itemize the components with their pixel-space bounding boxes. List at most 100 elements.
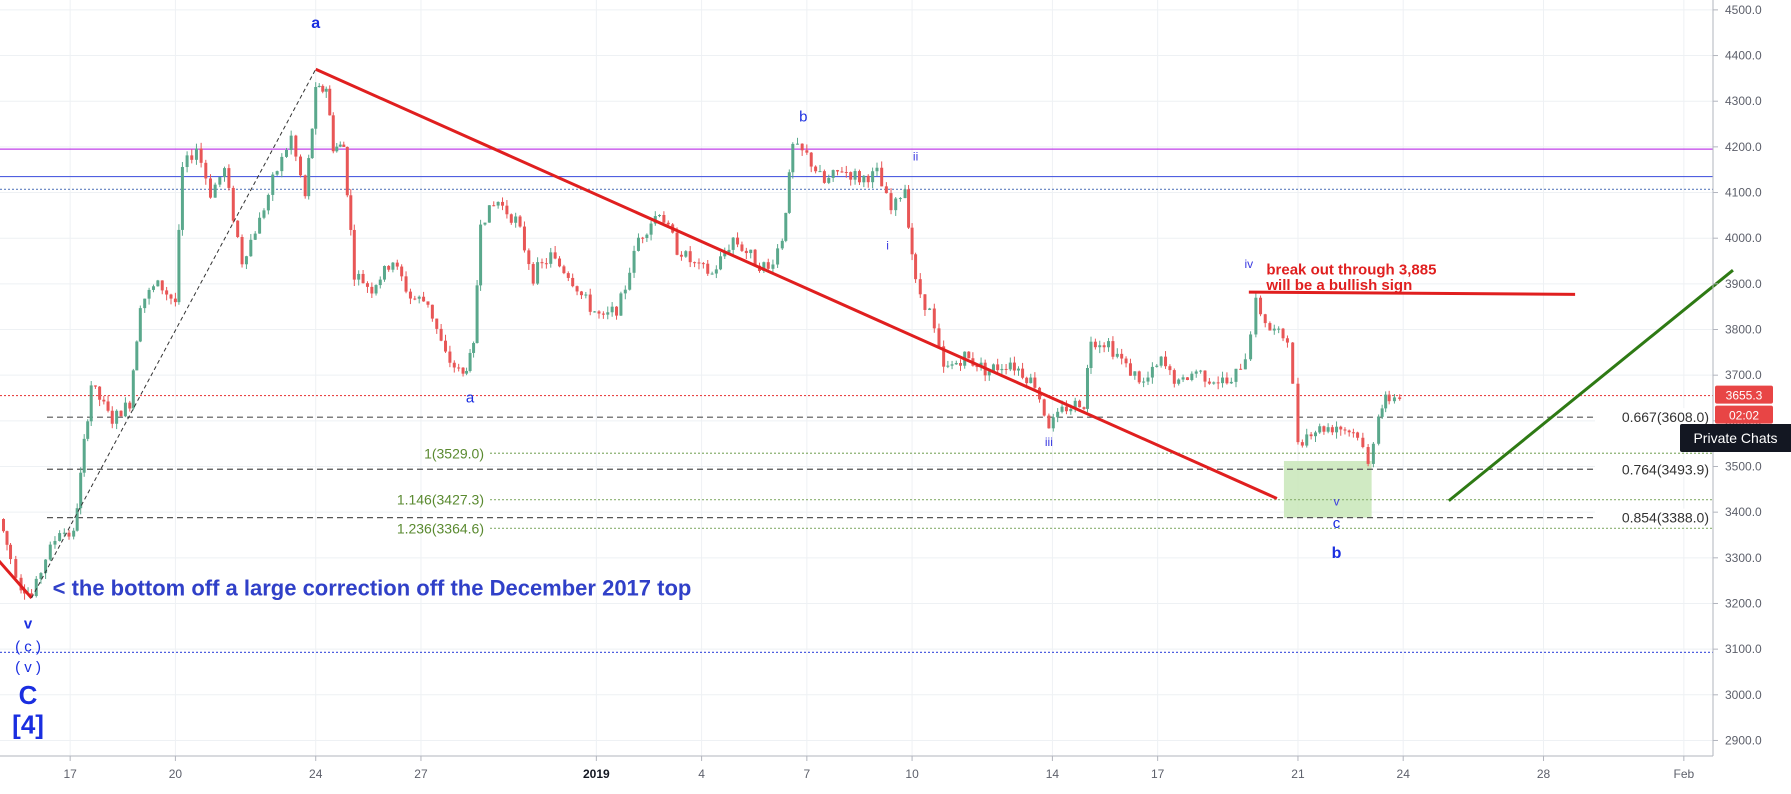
candle-body <box>404 276 408 292</box>
candle-body <box>780 240 784 249</box>
candle-body <box>1249 334 1253 360</box>
candle-body <box>75 508 79 531</box>
wave-label: a <box>311 15 320 32</box>
candle-body <box>706 263 710 274</box>
candle-body <box>928 308 932 310</box>
wave-label: ( v ) <box>15 659 41 676</box>
green-target-zone <box>1283 461 1372 518</box>
candle-body <box>223 168 227 178</box>
candle-body <box>1042 399 1046 416</box>
y-tick-label: 3900.0 <box>1725 277 1762 291</box>
candle-body <box>942 346 946 367</box>
candle-body <box>475 285 479 344</box>
candle-body <box>169 294 173 299</box>
candle-body <box>836 170 840 172</box>
candle-body <box>317 85 321 87</box>
candle-body <box>1322 426 1326 432</box>
fib-retracement-label: 0.854(3388.0) <box>1622 510 1709 526</box>
candle-body <box>342 144 346 147</box>
candle-body <box>1371 443 1375 464</box>
candle-body <box>771 264 775 269</box>
candle-body <box>53 540 57 545</box>
candle-body <box>1098 345 1102 348</box>
x-tick-label: 24 <box>1397 767 1411 781</box>
candle-body <box>487 205 491 223</box>
candle-body <box>1082 407 1086 409</box>
wave-label: c <box>1333 515 1341 532</box>
target-zone <box>1283 461 1372 518</box>
candle-body <box>328 88 332 116</box>
candle-body <box>1216 382 1220 384</box>
candle-body <box>658 214 662 217</box>
candle-body <box>79 472 83 509</box>
candle-body <box>106 401 110 411</box>
candle-body <box>749 249 753 254</box>
y-tick-label: 4000.0 <box>1725 231 1762 245</box>
candle-body <box>606 312 610 315</box>
candle-body <box>1089 341 1093 369</box>
candle-body <box>623 289 627 294</box>
candle-body <box>762 262 766 271</box>
candle-body <box>1025 377 1029 384</box>
candle-body <box>840 171 844 173</box>
candle-body <box>593 311 597 313</box>
x-tick-label: 4 <box>698 767 705 781</box>
candle-body <box>110 410 114 424</box>
candle-body <box>9 544 13 560</box>
candle-body <box>1190 373 1194 380</box>
candle-body <box>954 362 958 365</box>
x-tick-label: 14 <box>1046 767 1060 781</box>
candle-body <box>776 248 780 265</box>
candle-body <box>1384 394 1388 409</box>
candle-body <box>1056 411 1060 418</box>
candle-body <box>173 298 177 303</box>
candle-body <box>1177 379 1181 384</box>
text-note: will be a bullish sign <box>1265 277 1412 294</box>
candle-body <box>1339 426 1343 430</box>
candle-body <box>975 365 979 368</box>
candle-body <box>194 148 198 160</box>
candle-body <box>307 158 311 197</box>
axes: 2900.0 3000.0 3100.0 3200.0 3300.0 3400.0 3500… <box>0 0 1773 781</box>
candle-body <box>147 289 151 299</box>
candle-body <box>831 170 835 178</box>
x-tick-label: 17 <box>63 767 77 781</box>
wave-label: i <box>886 239 889 253</box>
candle-body <box>1133 371 1137 376</box>
candle-body <box>950 364 954 366</box>
candle-body <box>579 291 583 296</box>
candle-body <box>231 187 235 221</box>
candle-body <box>1172 370 1176 384</box>
last-price-value: 3655.3 <box>1726 389 1763 403</box>
candle-body <box>800 143 804 151</box>
private-chats-button[interactable]: Private Chats <box>1680 424 1791 452</box>
candle-body <box>549 252 553 264</box>
y-tick-label: 4400.0 <box>1725 49 1762 63</box>
candle-body <box>1387 394 1391 402</box>
candle-body <box>1203 370 1207 382</box>
candle-body <box>1351 432 1355 434</box>
candle-body <box>444 340 448 352</box>
candle-body <box>30 593 34 597</box>
candle-body <box>321 85 325 92</box>
candle-body <box>314 86 318 129</box>
candle-body <box>1029 377 1033 384</box>
fib-label-bg <box>1595 508 1713 525</box>
candle-body <box>1150 366 1154 378</box>
candle-body <box>244 256 248 265</box>
candle-body <box>483 222 487 225</box>
candle-body <box>675 232 679 255</box>
text-note: break out through 3,885 <box>1266 262 1436 279</box>
candle-body <box>391 262 395 270</box>
candle-body <box>422 296 426 302</box>
x-tick-label: 20 <box>169 767 183 781</box>
candle-body <box>697 262 701 264</box>
candle-body <box>143 298 147 309</box>
candle-body <box>987 371 991 376</box>
candle-body <box>185 155 189 168</box>
candle-body <box>584 294 588 296</box>
candle-body <box>408 291 412 299</box>
candle-body <box>1051 417 1055 429</box>
